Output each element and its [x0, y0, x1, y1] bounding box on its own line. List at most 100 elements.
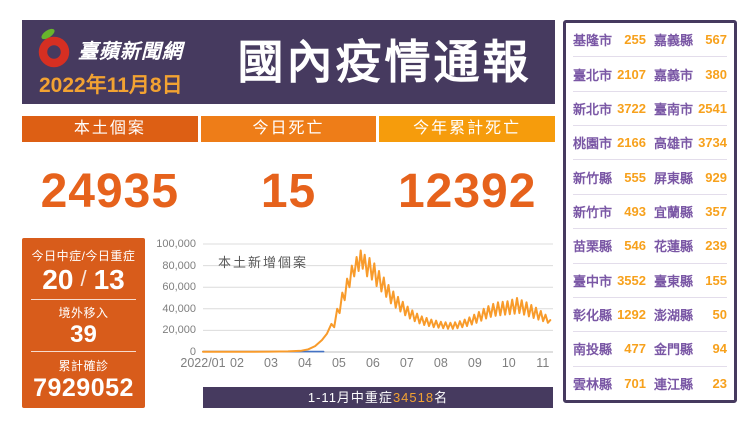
region-name: 澎湖縣	[654, 308, 694, 324]
stats-row: 本土個案 24935 今日死亡 15 今年累計死亡 12392	[22, 116, 556, 218]
region-row: 臺中市 3552 臺東縣 155	[573, 264, 727, 298]
brand-name: 臺蘋新聞網	[78, 40, 183, 63]
region-value: 50	[712, 307, 727, 323]
region-value: 1292	[617, 307, 646, 323]
line-chart-svg	[202, 243, 553, 353]
x-axis-label: 11	[536, 356, 550, 370]
stat-value: 24935	[40, 165, 180, 218]
region-row: 苗栗縣 546 花蓮縣 239	[573, 229, 727, 264]
y-axis-label: 20,000	[162, 324, 196, 337]
region-name: 屏東縣	[654, 170, 694, 186]
banner-count: 34518	[392, 390, 435, 405]
x-axis-label: 09	[467, 356, 482, 370]
region-name: 新竹市	[573, 204, 613, 220]
stat-value: 12392	[397, 165, 537, 218]
x-axis-label: 04	[297, 356, 312, 370]
divider	[31, 351, 136, 353]
region-row: 桃園市 2166 高雄市 3734	[573, 126, 727, 161]
stat-local-cases: 本土個案 24935	[22, 116, 198, 216]
region-name: 基隆市	[573, 33, 613, 49]
region-value: 546	[624, 238, 646, 254]
plot-area: 本土新增個案	[202, 243, 553, 353]
stat-label: 今日死亡	[200, 116, 377, 142]
region-value: 477	[624, 341, 646, 357]
region-value: 94	[712, 341, 727, 357]
cumulative-count: 7929052	[33, 373, 134, 402]
moderate-count: 20	[42, 264, 74, 296]
region-name: 雲林縣	[573, 376, 613, 392]
region-value: 3734	[698, 135, 727, 151]
x-axis-label: 2022/01	[180, 356, 226, 370]
region-row: 彰化縣 1292 澎湖縣 50	[573, 298, 727, 333]
region-name: 新竹縣	[573, 170, 613, 186]
stat-deaths-cumulative: 今年累計死亡 12392	[379, 116, 556, 218]
region-name: 金門縣	[654, 342, 694, 358]
x-axis-label: 08	[433, 356, 448, 370]
region-value: 493	[624, 203, 646, 219]
region-name: 南投縣	[573, 342, 613, 358]
imported-label: 境外移入	[58, 305, 109, 320]
region-name: 新北市	[573, 101, 613, 117]
region-name: 臺中市	[573, 273, 613, 289]
severity-panel: 今日中症/今日重症 20/13 境外移入 39 累計確診 7929052	[22, 238, 145, 408]
region-row: 新北市 3722 臺南市 2541	[573, 92, 727, 127]
severe-cases-banner: 1-11月中重症34518名	[203, 387, 553, 408]
region-name: 臺北市	[573, 67, 613, 83]
region-value: 3722	[617, 100, 646, 116]
region-value: 555	[624, 169, 646, 185]
page-title: 國內疫情通報	[237, 36, 532, 88]
region-name: 高雄市	[654, 136, 694, 152]
y-axis-label: 100,000	[156, 238, 196, 250]
region-name: 臺東縣	[654, 273, 694, 289]
region-name: 連江縣	[654, 376, 694, 392]
region-value: 380	[705, 66, 727, 82]
region-name: 彰化縣	[573, 308, 613, 324]
region-rows: 基隆市 255 嘉義縣 567 臺北市 2107 嘉義市 380 新北市 372…	[566, 23, 734, 400]
region-name: 花蓮縣	[654, 239, 694, 255]
banner-suffix: 名	[434, 390, 449, 405]
imported-count: 39	[70, 321, 97, 349]
y-axis-label: 60,000	[162, 281, 196, 294]
region-name: 嘉義縣	[654, 33, 694, 49]
region-value: 357	[705, 203, 727, 219]
region-row: 新竹縣 555 屏東縣 929	[573, 160, 727, 195]
y-axis-label: 40,000	[162, 302, 196, 315]
x-axis-label: 10	[501, 356, 516, 370]
region-value: 2541	[698, 100, 727, 116]
region-row: 南投縣 477 金門縣 94	[573, 332, 727, 367]
severity-label: 今日中症/今日重症	[31, 249, 136, 263]
y-axis-label: 0	[189, 346, 196, 358]
cumulative-label: 累計確診	[58, 358, 109, 373]
x-axis-label: 05	[331, 356, 346, 370]
region-value: 929	[705, 169, 727, 185]
region-name: 宜蘭縣	[654, 204, 694, 220]
y-axis-label: 80,000	[162, 259, 196, 272]
stat-deaths-today: 今日死亡 15	[200, 116, 377, 218]
region-value: 23	[712, 375, 727, 391]
banner-prefix: 1-11月中重症	[307, 390, 393, 405]
slash-separator: /	[80, 266, 87, 292]
stat-label: 今年累計死亡	[379, 116, 556, 142]
region-row: 新竹市 493 宜蘭縣 357	[573, 195, 727, 230]
region-name: 苗栗縣	[573, 239, 613, 255]
chart-title: 本土新增個案	[218, 255, 309, 270]
region-value: 2107	[617, 66, 646, 82]
series-local-new-cases	[202, 249, 552, 353]
region-row: 臺北市 2107 嘉義市 380	[573, 57, 727, 92]
x-axis-label: 02	[230, 356, 244, 370]
region-value: 155	[705, 272, 727, 288]
x-axis-label: 03	[264, 356, 278, 370]
stat-value: 15	[260, 165, 317, 218]
brand-block: 臺蘋新聞網 2022年11月8日	[22, 26, 214, 99]
region-name: 嘉義市	[654, 67, 694, 83]
header: 臺蘋新聞網 2022年11月8日 國內疫情通報	[22, 20, 555, 104]
region-value: 2166	[617, 135, 646, 151]
region-value: 701	[624, 375, 646, 391]
region-name: 桃園市	[573, 136, 613, 152]
region-value: 239	[705, 238, 727, 254]
region-table: 基隆市 255 嘉義縣 567 臺北市 2107 嘉義市 380 新北市 372…	[563, 20, 737, 403]
region-row: 基隆市 255 嘉義縣 567	[573, 23, 727, 58]
x-axis-label: 07	[399, 356, 414, 370]
x-axis-label: 06	[365, 356, 380, 370]
